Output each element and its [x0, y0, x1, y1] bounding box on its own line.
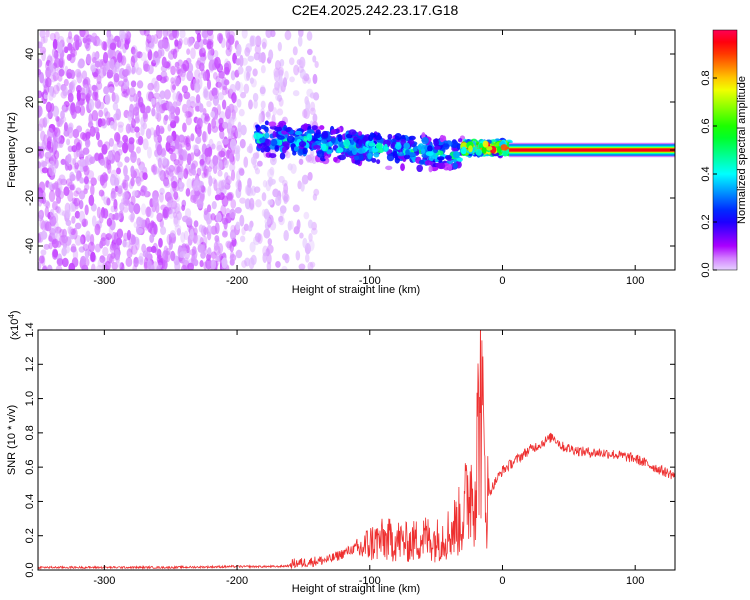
heatmap-x-tick-label: 0: [499, 275, 505, 287]
colorbar-tick-label: 0.2: [700, 214, 712, 229]
colorbar-tick-label: 0.4: [700, 166, 712, 181]
heatmap-region-3: [459, 137, 513, 159]
heatmap-y-tick-label: -40: [24, 238, 36, 254]
heatmap-x-tick-label: -100: [359, 275, 381, 287]
colorbar-tick-label: 0.0: [700, 262, 712, 277]
y-scale-exponent: 4: [7, 314, 16, 319]
line-y-tick-label: 0.2: [24, 528, 36, 543]
line-y-tick-label: 0.6: [24, 459, 36, 474]
line-x-tick-label: 100: [626, 575, 644, 587]
heatmap-x-tick-label: 100: [626, 275, 644, 287]
y-scale-close: ): [9, 310, 21, 314]
heatmap: [38, 30, 675, 270]
heatmap-region-0: [38, 30, 240, 270]
line-y-tick-label: 0.8: [24, 425, 36, 440]
line-y-axis-label: SNR (10 * v/v): [6, 405, 18, 475]
line-frame: [37, 329, 676, 571]
line-x-tick-label: 0: [499, 575, 505, 587]
line-x-tick-label: -100: [359, 575, 381, 587]
line-x-axis-label: Height of straight line (km): [292, 583, 420, 595]
heatmap-x-tick-label: -300: [93, 275, 115, 287]
heatmap-region-4: [509, 142, 675, 158]
heatmap-region-2: [253, 120, 466, 173]
colorbar: [712, 29, 738, 271]
colorbar-tick-label: 0.8: [700, 70, 712, 85]
colorbar-tick-label: 0.6: [700, 118, 712, 133]
heatmap-y-axis-label: Frequency (Hz): [6, 112, 18, 188]
heatmap-x-tick-label: -200: [226, 275, 248, 287]
line-y-tick-label: 1.4: [24, 322, 36, 337]
line-x-tick-label: -200: [226, 575, 248, 587]
y-scale-base: (x10: [9, 319, 21, 340]
heatmap-x-axis-label: Height of straight line (km): [292, 284, 420, 296]
chart-title: C2E4.2025.242.23.17.G18: [291, 2, 459, 18]
line-x-tick-label: -300: [93, 575, 115, 587]
heatmap-y-tick-label: 40: [24, 48, 36, 60]
y-scale-multiplier: (x104): [7, 310, 21, 340]
snr-series-line: [38, 330, 675, 570]
line-y-tick-label: 1.2: [24, 357, 36, 372]
heatmap-y-tick-label: 20: [24, 96, 36, 108]
line-y-tick-label: 1.0: [24, 391, 36, 406]
line-y-tick-label: 0.0: [24, 562, 36, 577]
carrier-band-4: [509, 148, 675, 152]
heatmap-y-tick-label: -20: [24, 190, 36, 206]
heatmap-y-tick-label: 0: [24, 147, 36, 153]
line-y-tick-label: 0.4: [24, 494, 36, 509]
colorbar-label: Normalized spectral amplitude: [736, 76, 748, 224]
